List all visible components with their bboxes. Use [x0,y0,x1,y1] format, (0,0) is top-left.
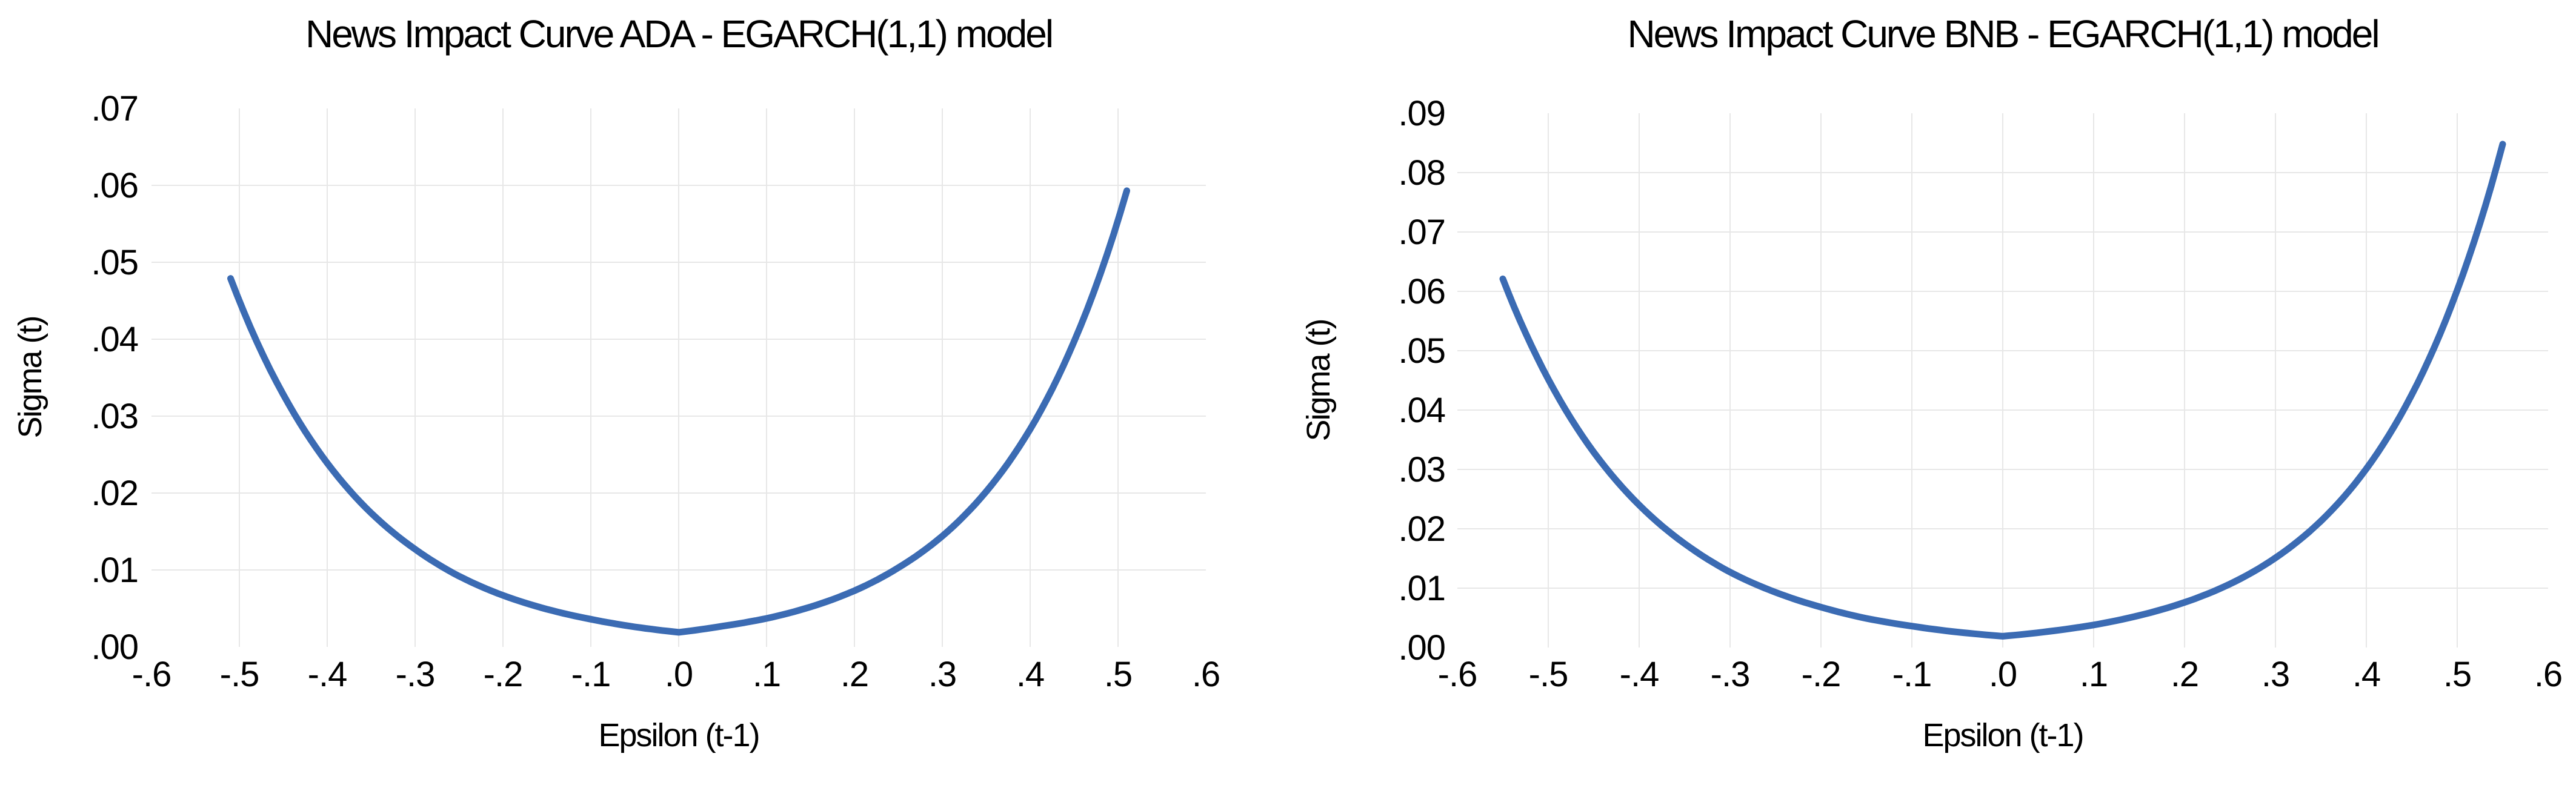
x-tick-label: -.1 [571,655,611,694]
x-tick-label: .4 [1016,655,1044,694]
y-tick-label: .07 [1398,213,1445,252]
y-tick-label: .03 [1398,450,1445,489]
y-tick-label: .04 [91,320,138,359]
x-tick-label: .0 [665,655,693,694]
x-tick-label: .0 [1989,655,2017,694]
x-tick-label: .2 [2171,655,2198,694]
x-tick-label: .5 [2443,655,2471,694]
x-tick-label: -.2 [484,655,523,694]
x-axis-label: Epsilon (t-1) [598,717,759,754]
x-tick-label: -.4 [1620,655,1659,694]
y-axis-label: Sigma (t) [1300,319,1337,441]
x-tick-label: .3 [2261,655,2289,694]
x-tick-label: -.3 [396,655,435,694]
gridlines [1457,113,2548,648]
x-tick-label: -.5 [1529,655,1568,694]
chart-title: News Impact Curve BNB - EGARCH(1,1) mode… [1627,12,2378,56]
y-tick-label: .08 [1398,153,1445,193]
x-tick-label: -.3 [1711,655,1750,694]
y-tick-label: .04 [1398,391,1445,430]
y-tick-label: .09 [1398,94,1445,133]
y-tick-label: .02 [1398,509,1445,549]
gridlines [151,108,1206,647]
x-tick-label: -.4 [308,655,347,694]
news-impact-curve [227,187,1130,636]
y-tick-label: .00 [1398,628,1445,667]
x-tick-label: -.6 [132,655,171,694]
y-tick-label: .05 [91,243,138,282]
x-tick-label: -.5 [220,655,259,694]
x-tick-label: .6 [1192,655,1220,694]
y-tick-label: .07 [91,89,138,128]
chart-title: News Impact Curve ADA - EGARCH(1,1) mode… [305,12,1052,56]
tick-labels: .00 .01 .02 .03 .04 .05 .06 .07 -.6 -.5 -.4 -.3 -.2 -… [91,89,1220,694]
x-axis-label: Epsilon (t-1) [1922,717,2083,754]
x-tick-label: -.6 [1438,655,1477,694]
curve-layer [1499,141,2506,640]
x-tick-label: .4 [2352,655,2380,694]
y-tick-label: .06 [1398,272,1445,311]
y-tick-label: .01 [1398,569,1445,608]
y-tick-label: .02 [91,474,138,513]
y-tick-label: .06 [91,166,138,205]
curve-layer [227,187,1130,636]
ada-chart: .00 .01 .02 .03 .04 .05 .06 .07 -.6 -.5 -.4 -.3 -.2 -… [12,12,1220,754]
x-tick-label: .1 [2080,655,2108,694]
y-tick-label: .05 [1398,331,1445,371]
ada-chart-figure: .00 .01 .02 .03 .04 .05 .06 .07 -.6 -.5 -.4 -.3 -.2 -… [12,12,1220,754]
x-tick-label: -.2 [1802,655,1841,694]
news-impact-curve [1499,141,2506,640]
tick-labels: .00 .01 .02 .03 .04 .05 .06 .07 .08 .09 -.6 -.5 -.4 -… [1398,94,2563,694]
x-tick-label: -.1 [1892,655,1932,694]
x-tick-label: .3 [928,655,956,694]
x-tick-label: .5 [1104,655,1132,694]
y-tick-label: .03 [91,397,138,436]
bnb-chart-figure: .00 .01 .02 .03 .04 .05 .06 .07 .08 .09 -.6 -.5 -.4 -… [1288,0,2576,785]
y-tick-label: .00 [91,628,138,667]
x-tick-label: .2 [840,655,868,694]
bnb-chart: .00 .01 .02 .03 .04 .05 .06 .07 .08 .09 -.6 -.5 -.4 -… [1300,12,2563,754]
y-tick-label: .01 [91,551,138,590]
x-tick-label: .6 [2534,655,2562,694]
y-axis-label: Sigma (t) [12,316,48,438]
x-tick-label: .1 [753,655,780,694]
